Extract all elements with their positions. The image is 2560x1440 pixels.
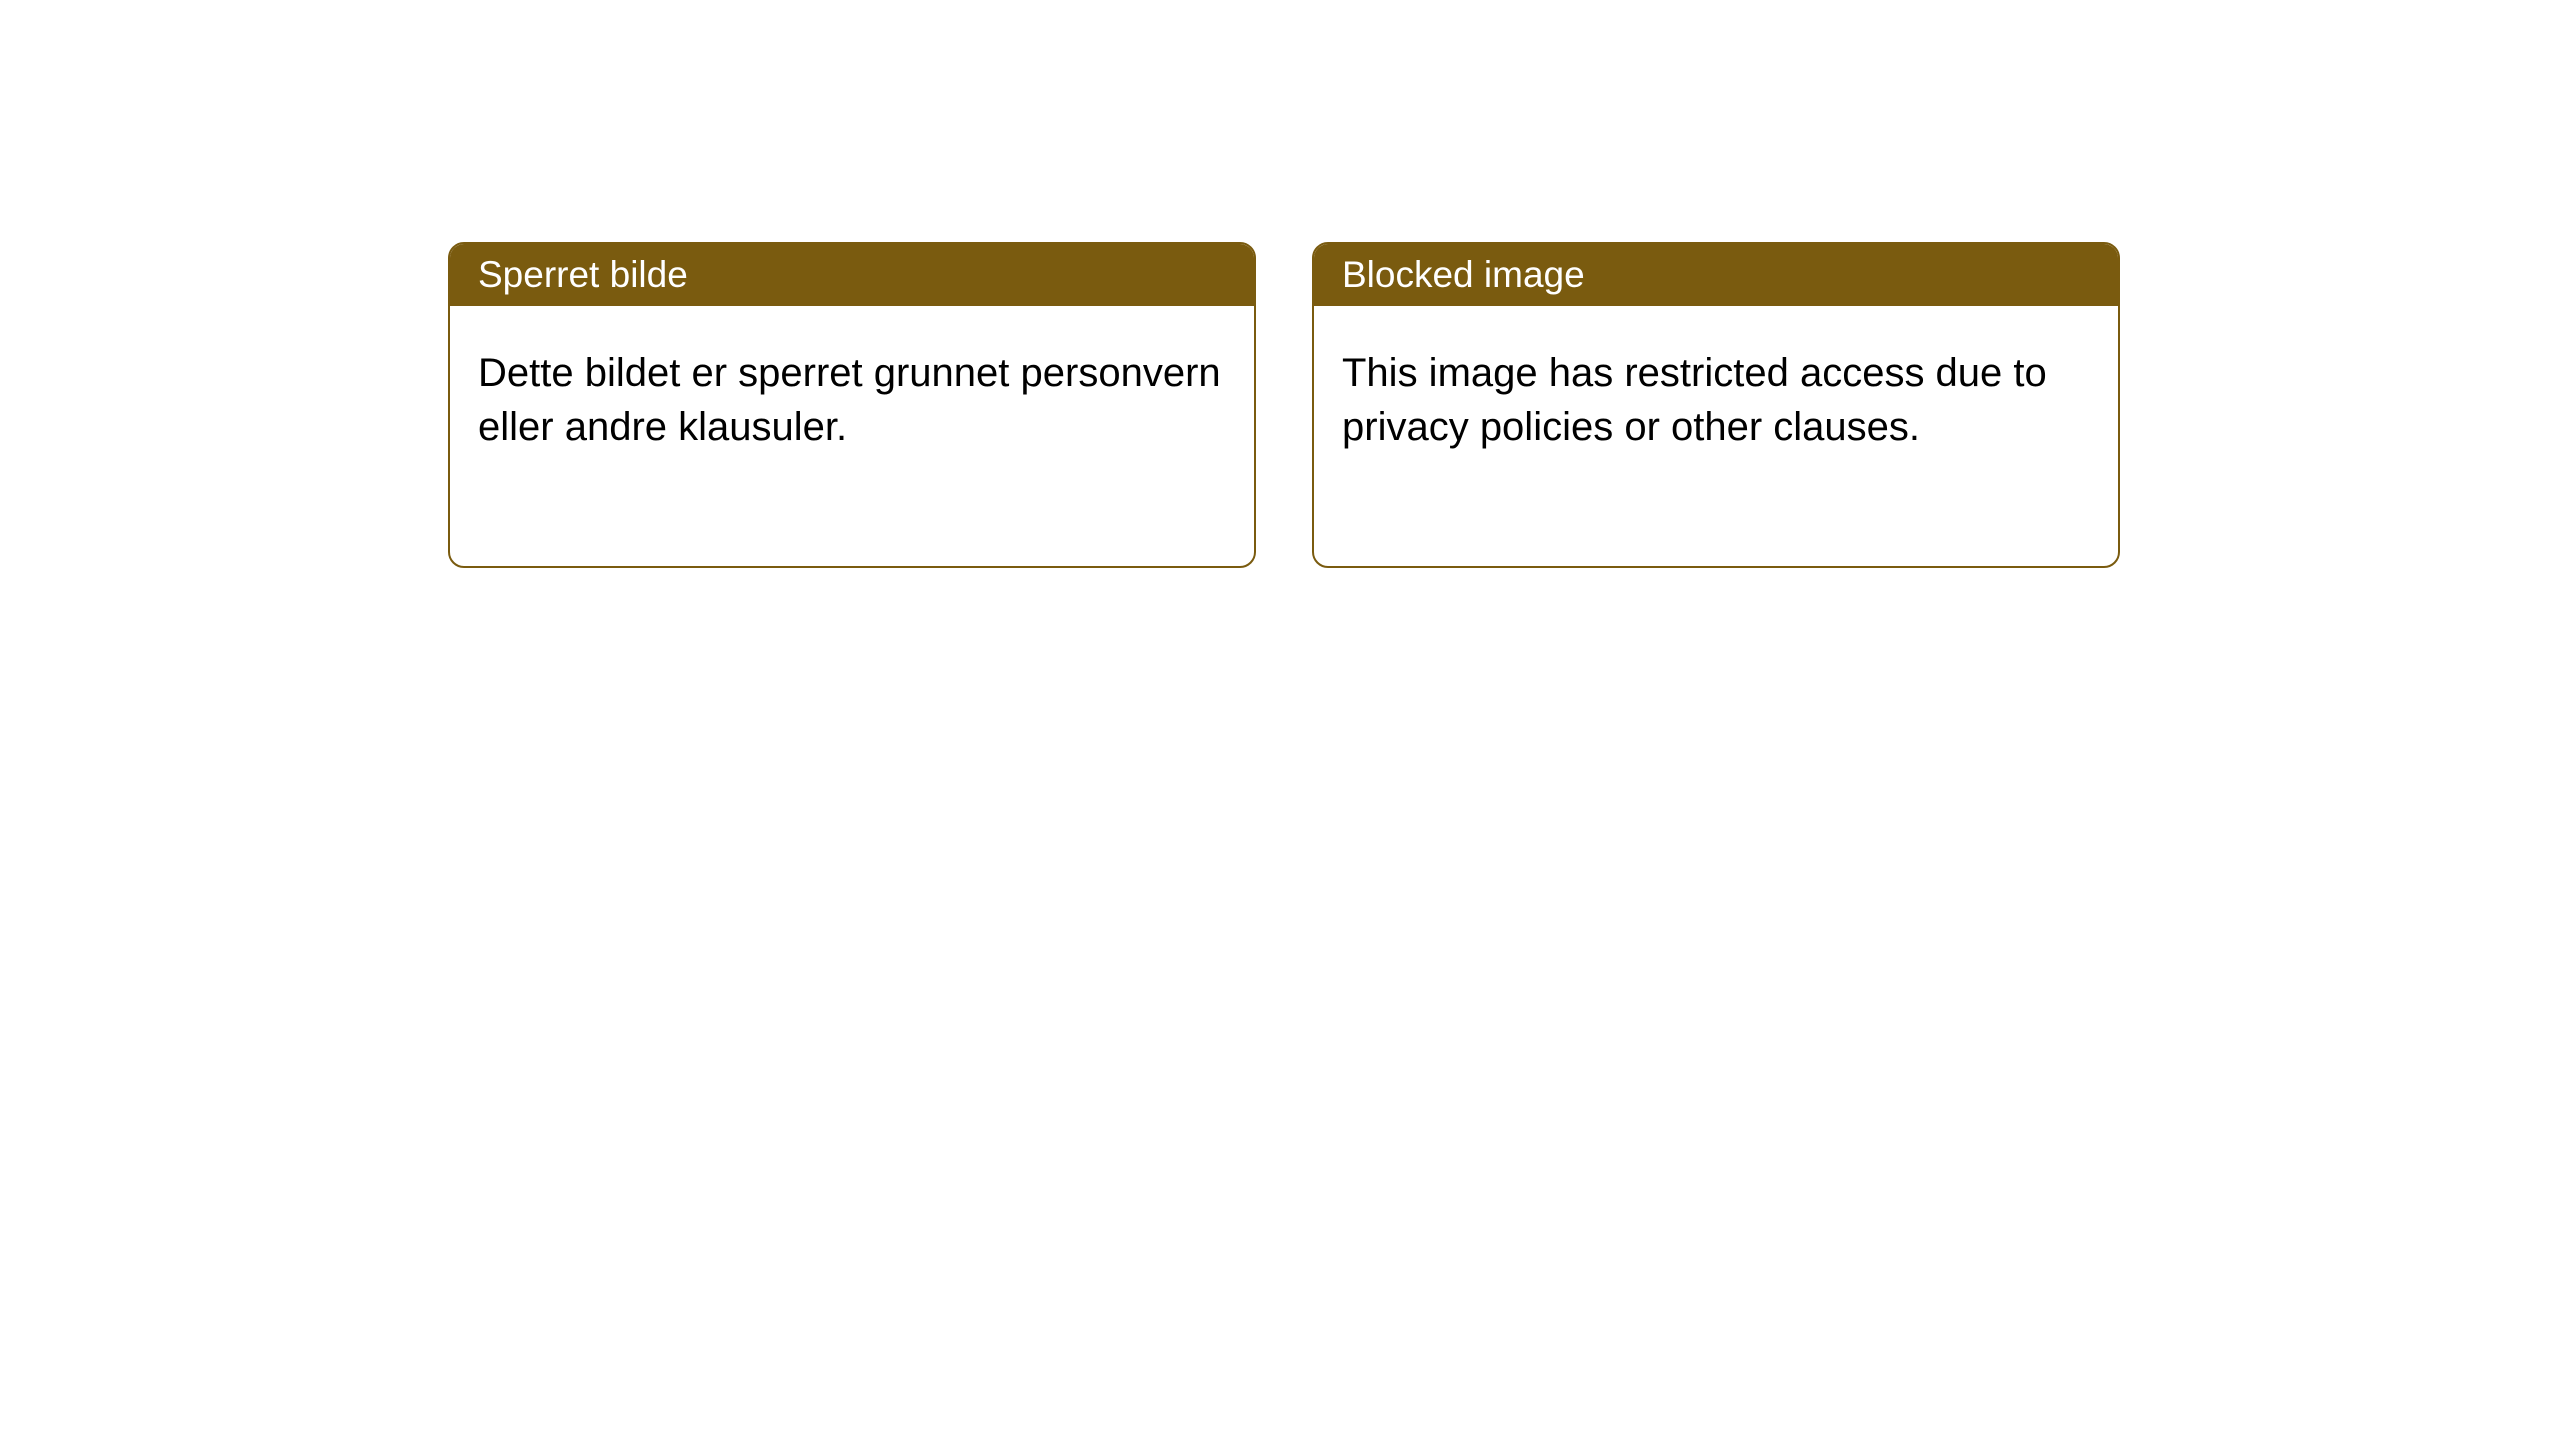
notice-cards-container: Sperret bilde Dette bildet er sperret gr…	[0, 0, 2560, 568]
card-header: Blocked image	[1314, 244, 2118, 306]
card-body: Dette bildet er sperret grunnet personve…	[450, 306, 1254, 566]
notice-card-english: Blocked image This image has restricted …	[1312, 242, 2120, 568]
notice-card-norwegian: Sperret bilde Dette bildet er sperret gr…	[448, 242, 1256, 568]
card-body-text: Dette bildet er sperret grunnet personve…	[478, 351, 1221, 449]
card-body: This image has restricted access due to …	[1314, 306, 2118, 566]
card-body-text: This image has restricted access due to …	[1342, 351, 2047, 449]
card-title: Sperret bilde	[478, 254, 688, 295]
card-header: Sperret bilde	[450, 244, 1254, 306]
card-title: Blocked image	[1342, 254, 1585, 295]
